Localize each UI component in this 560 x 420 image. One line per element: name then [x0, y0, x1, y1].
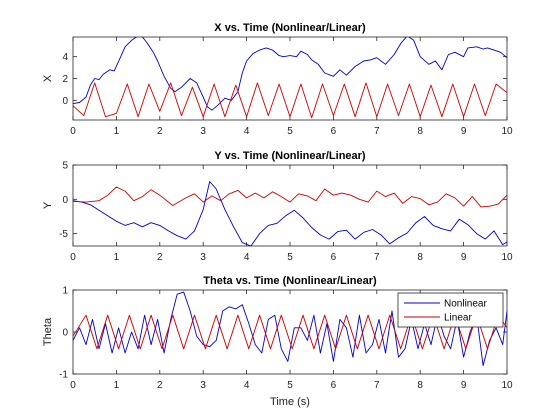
- y-xtick-label: 8: [417, 252, 423, 263]
- y-xtick-label: 10: [501, 252, 513, 263]
- legend-box: [397, 292, 504, 328]
- y-chart-title: Y vs. Time (Nonlinear/Linear): [214, 150, 366, 162]
- theta-ylabel: Theta: [42, 317, 54, 346]
- y-ytick-label: -5: [59, 229, 68, 240]
- y-xtick-label: 5: [287, 252, 293, 263]
- y-xtick-label: 3: [200, 252, 206, 263]
- x-xtick-label: 5: [287, 126, 293, 137]
- theta-xtick-label: 10: [501, 380, 513, 391]
- x-series-line-nonlinear: [73, 37, 507, 111]
- x-ytick-label: 0: [62, 96, 68, 107]
- theta-xtick-label: 4: [244, 380, 250, 391]
- y-xtick-label: 2: [157, 252, 163, 263]
- y-ytick-label: 5: [62, 161, 68, 172]
- subplot-y: 0 1 2 3 4 5 6 7 8 9 10 -5 0 5 Y vs. Time (Nonlinear/Li…: [42, 150, 513, 263]
- x-ytick-label: 4: [62, 52, 68, 63]
- x-xtick-label: 3: [200, 126, 206, 137]
- y-xtick-label: 4: [244, 252, 250, 263]
- theta-chart-title: Theta vs. Time (Nonlinear/Linear): [203, 275, 377, 287]
- theta-xtick-label: 0: [70, 380, 76, 391]
- y-plot-area: [72, 164, 508, 247]
- y-series-line-linear: [73, 186, 507, 208]
- theta-ytick-label: -1: [59, 370, 68, 381]
- legend: Nonlinear Linear: [397, 292, 504, 328]
- y-xtick-label: 0: [70, 252, 76, 263]
- y-ytick-label: 0: [62, 195, 68, 206]
- theta-xtick-label: 5: [287, 380, 293, 391]
- theta-xtick-label: 7: [374, 380, 380, 391]
- y-ylabel: Y: [42, 201, 54, 209]
- x-chart-title: X vs. Time (Nonlinear/Linear): [214, 22, 366, 34]
- legend-label-nonlinear: Nonlinear: [444, 299, 487, 310]
- theta-ytick-label: 1: [62, 286, 68, 297]
- y-xtick-label: 9: [461, 252, 467, 263]
- x-ylabel: X: [42, 74, 54, 82]
- subplot-x: 0 1 2 3 4 5 6 7 8 9 10 0 2 4 X vs. Time (Nonlinear/Lin…: [42, 22, 513, 137]
- x-xtick-label: 1: [114, 126, 120, 137]
- theta-xtick-label: 2: [157, 380, 163, 391]
- x-xtick-label: 9: [461, 126, 467, 137]
- x-xtick-label: 7: [374, 126, 380, 137]
- x-series-line-linear: [73, 82, 507, 119]
- theta-xtick-label: 3: [200, 380, 206, 391]
- theta-xtick-label: 1: [114, 380, 120, 391]
- y-xtick-label: 1: [114, 252, 120, 263]
- y-xtick-label: 7: [374, 252, 380, 263]
- x-xtick-label: 8: [417, 126, 423, 137]
- y-series-line-nonlinear: [73, 181, 507, 246]
- theta-xlabel: Time (s): [270, 396, 310, 408]
- x-xtick-label: 4: [244, 126, 250, 137]
- x-ytick-label: 2: [62, 74, 68, 85]
- legend-label-linear: Linear: [444, 313, 472, 324]
- x-xtick-label: 6: [331, 126, 337, 137]
- theta-ytick-label: 0: [62, 328, 68, 339]
- y-xtick-label: 6: [331, 252, 337, 263]
- x-xtick-label: 0: [70, 126, 76, 137]
- x-xtick-label: 10: [501, 126, 513, 137]
- theta-xtick-label: 9: [461, 380, 467, 391]
- x-plot-area: [72, 36, 508, 121]
- x-xtick-label: 2: [157, 126, 163, 137]
- theta-xtick-label: 6: [331, 380, 337, 391]
- theta-xtick-label: 8: [417, 380, 423, 391]
